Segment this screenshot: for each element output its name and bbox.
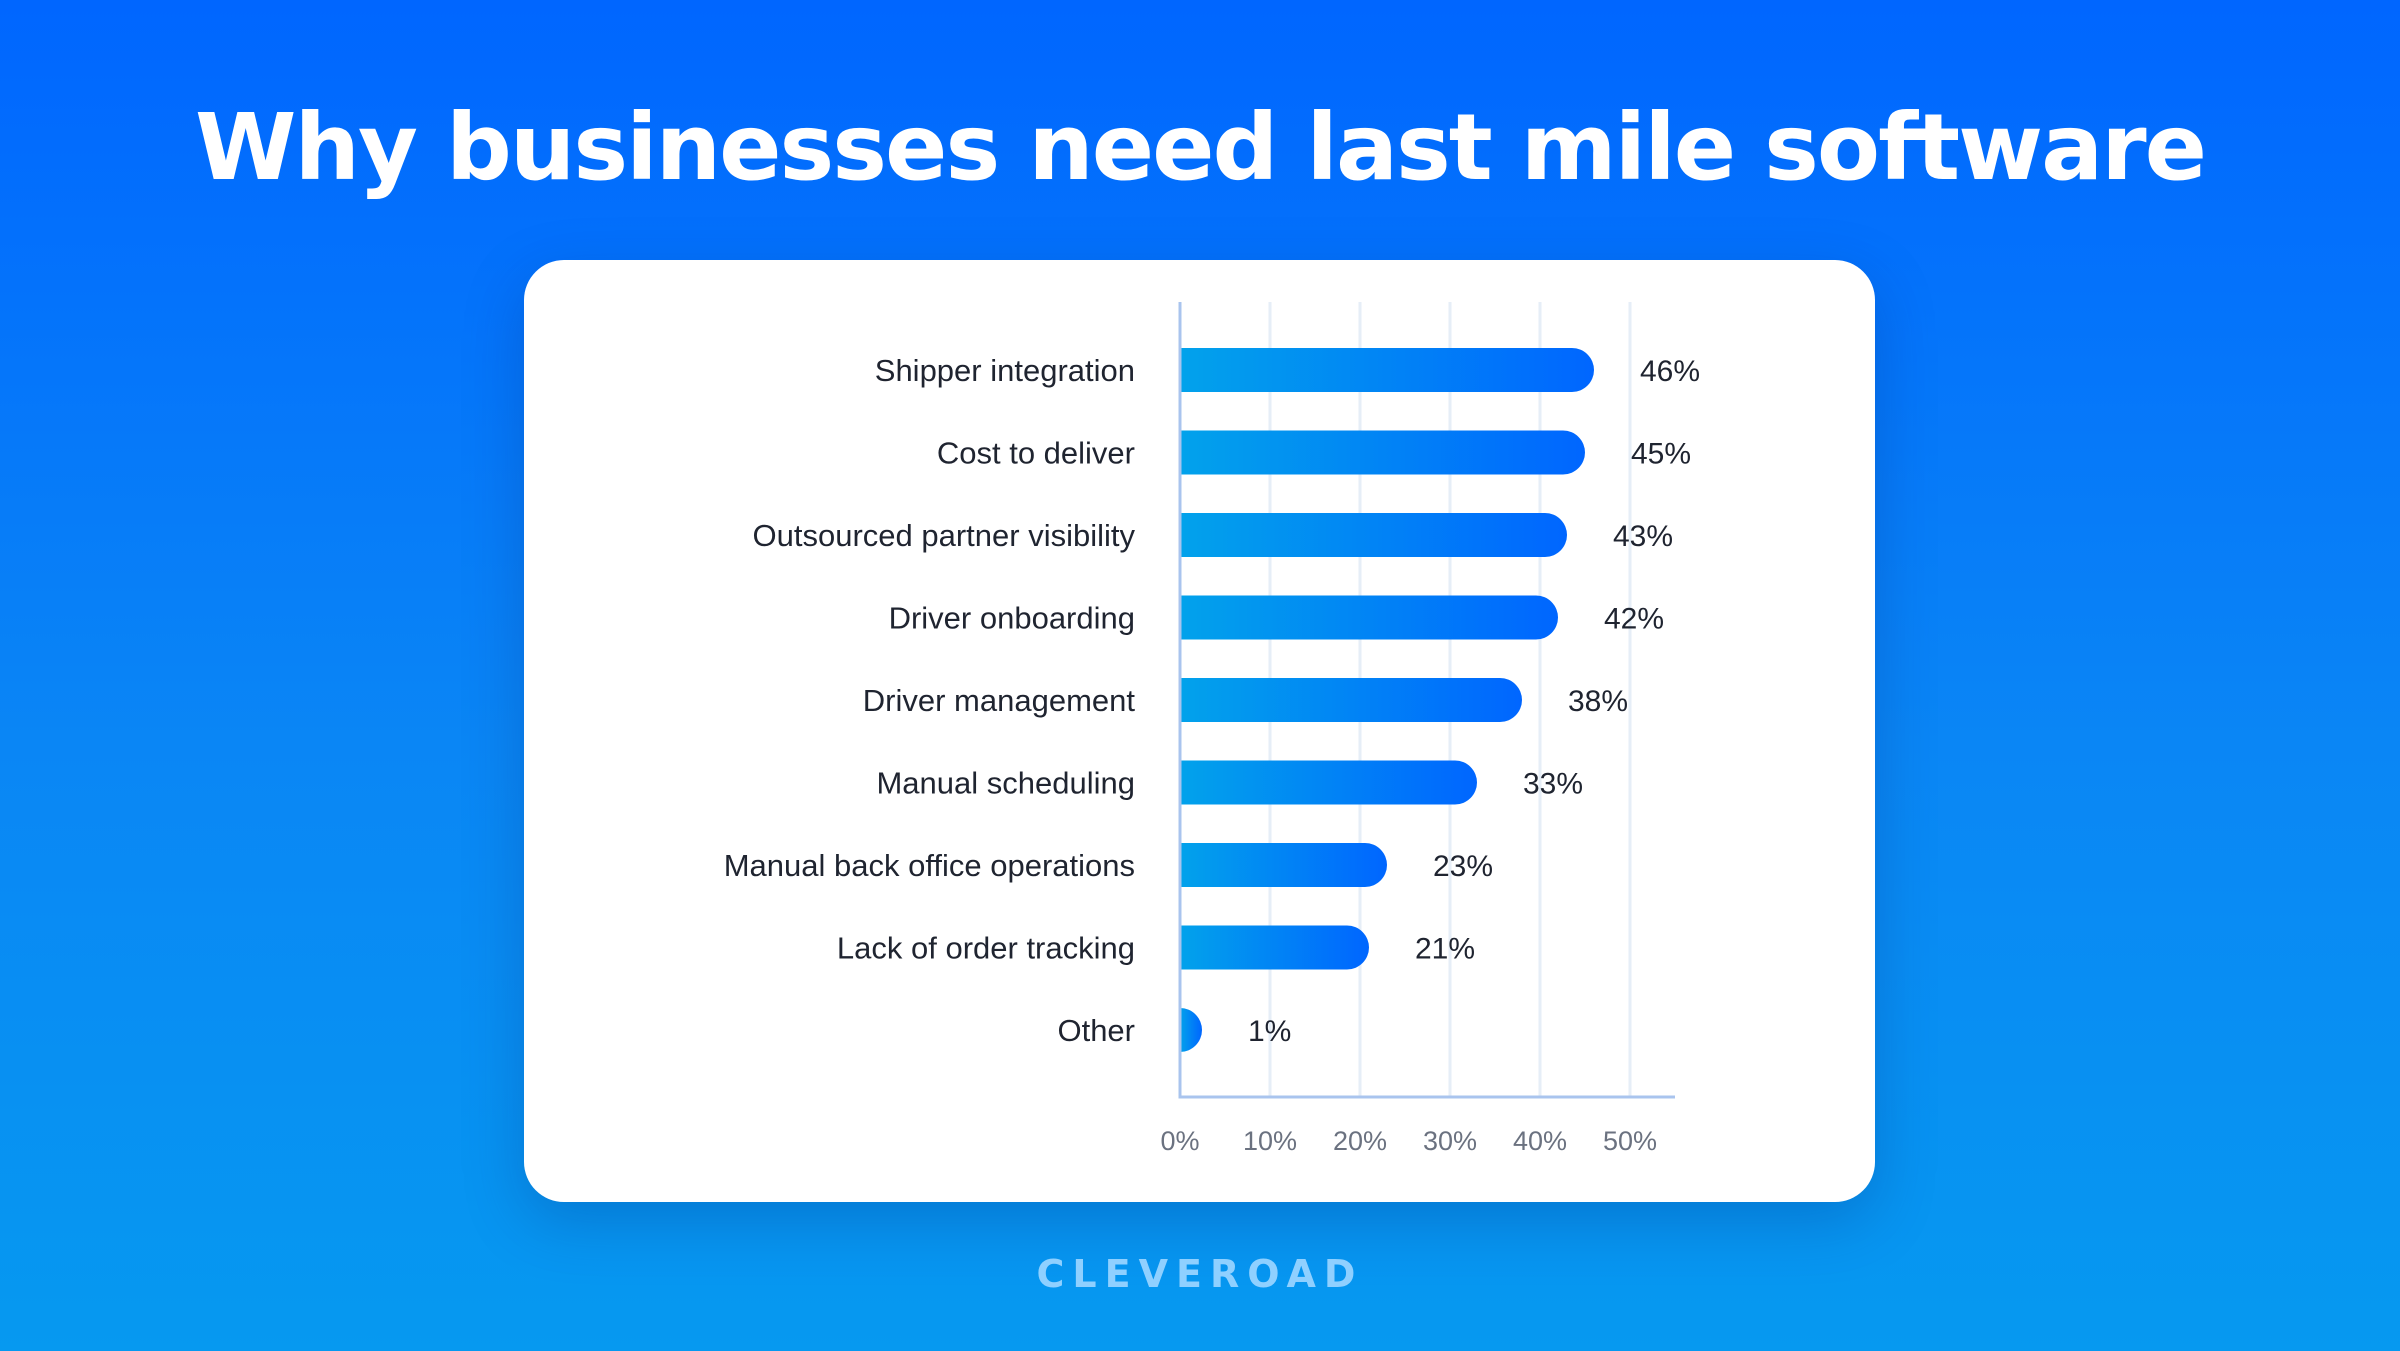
category-label: Shipper integration [875,353,1135,388]
labels: 0% 10% 20% 30% 40% 50% Shipper integration 46% C… [724,353,1700,1156]
category-label: Other [1057,1013,1135,1048]
bar [1180,348,1594,392]
x-tick-label: 40% [1513,1126,1567,1156]
x-tick-label: 0% [1160,1126,1199,1156]
category-label: Driver onboarding [889,601,1135,636]
bars [1180,348,1594,1052]
bar-chart: 0% 10% 20% 30% 40% 50% Shipper integration 46% C… [724,302,1700,1156]
category-label: Lack of order tracking [837,931,1135,966]
value-label: 21% [1415,933,1475,966]
value-label: 23% [1433,850,1493,883]
bar [1180,843,1387,887]
brand-logo: CLEVEROAD [1036,1252,1364,1296]
bar [1180,925,1369,970]
page-title: Why businesses need last mile software [195,94,2207,201]
category-label: Manual back office operations [724,848,1135,883]
bar [1180,760,1477,805]
bar [1180,595,1558,640]
bar [1180,1008,1202,1052]
category-label: Manual scheduling [876,766,1135,801]
value-label: 1% [1248,1015,1291,1048]
axes [1178,302,1675,1099]
value-label: 38% [1568,685,1628,718]
value-label: 45% [1631,438,1691,471]
x-tick-label: 30% [1423,1126,1477,1156]
x-tick-label: 10% [1243,1126,1297,1156]
bar [1180,513,1567,557]
category-label: Driver management [863,683,1136,718]
bar [1180,678,1522,722]
category-label: Cost to deliver [937,436,1135,471]
value-label: 33% [1523,768,1583,801]
chart-card: 0% 10% 20% 30% 40% 50% Shipper integration 46% C… [524,260,1875,1202]
x-tick-label: 50% [1603,1126,1657,1156]
value-label: 46% [1640,355,1700,388]
category-label: Outsourced partner visibility [753,518,1136,553]
value-label: 42% [1604,603,1664,636]
value-label: 43% [1613,520,1673,553]
bar [1180,430,1586,475]
x-tick-label: 20% [1333,1126,1387,1156]
